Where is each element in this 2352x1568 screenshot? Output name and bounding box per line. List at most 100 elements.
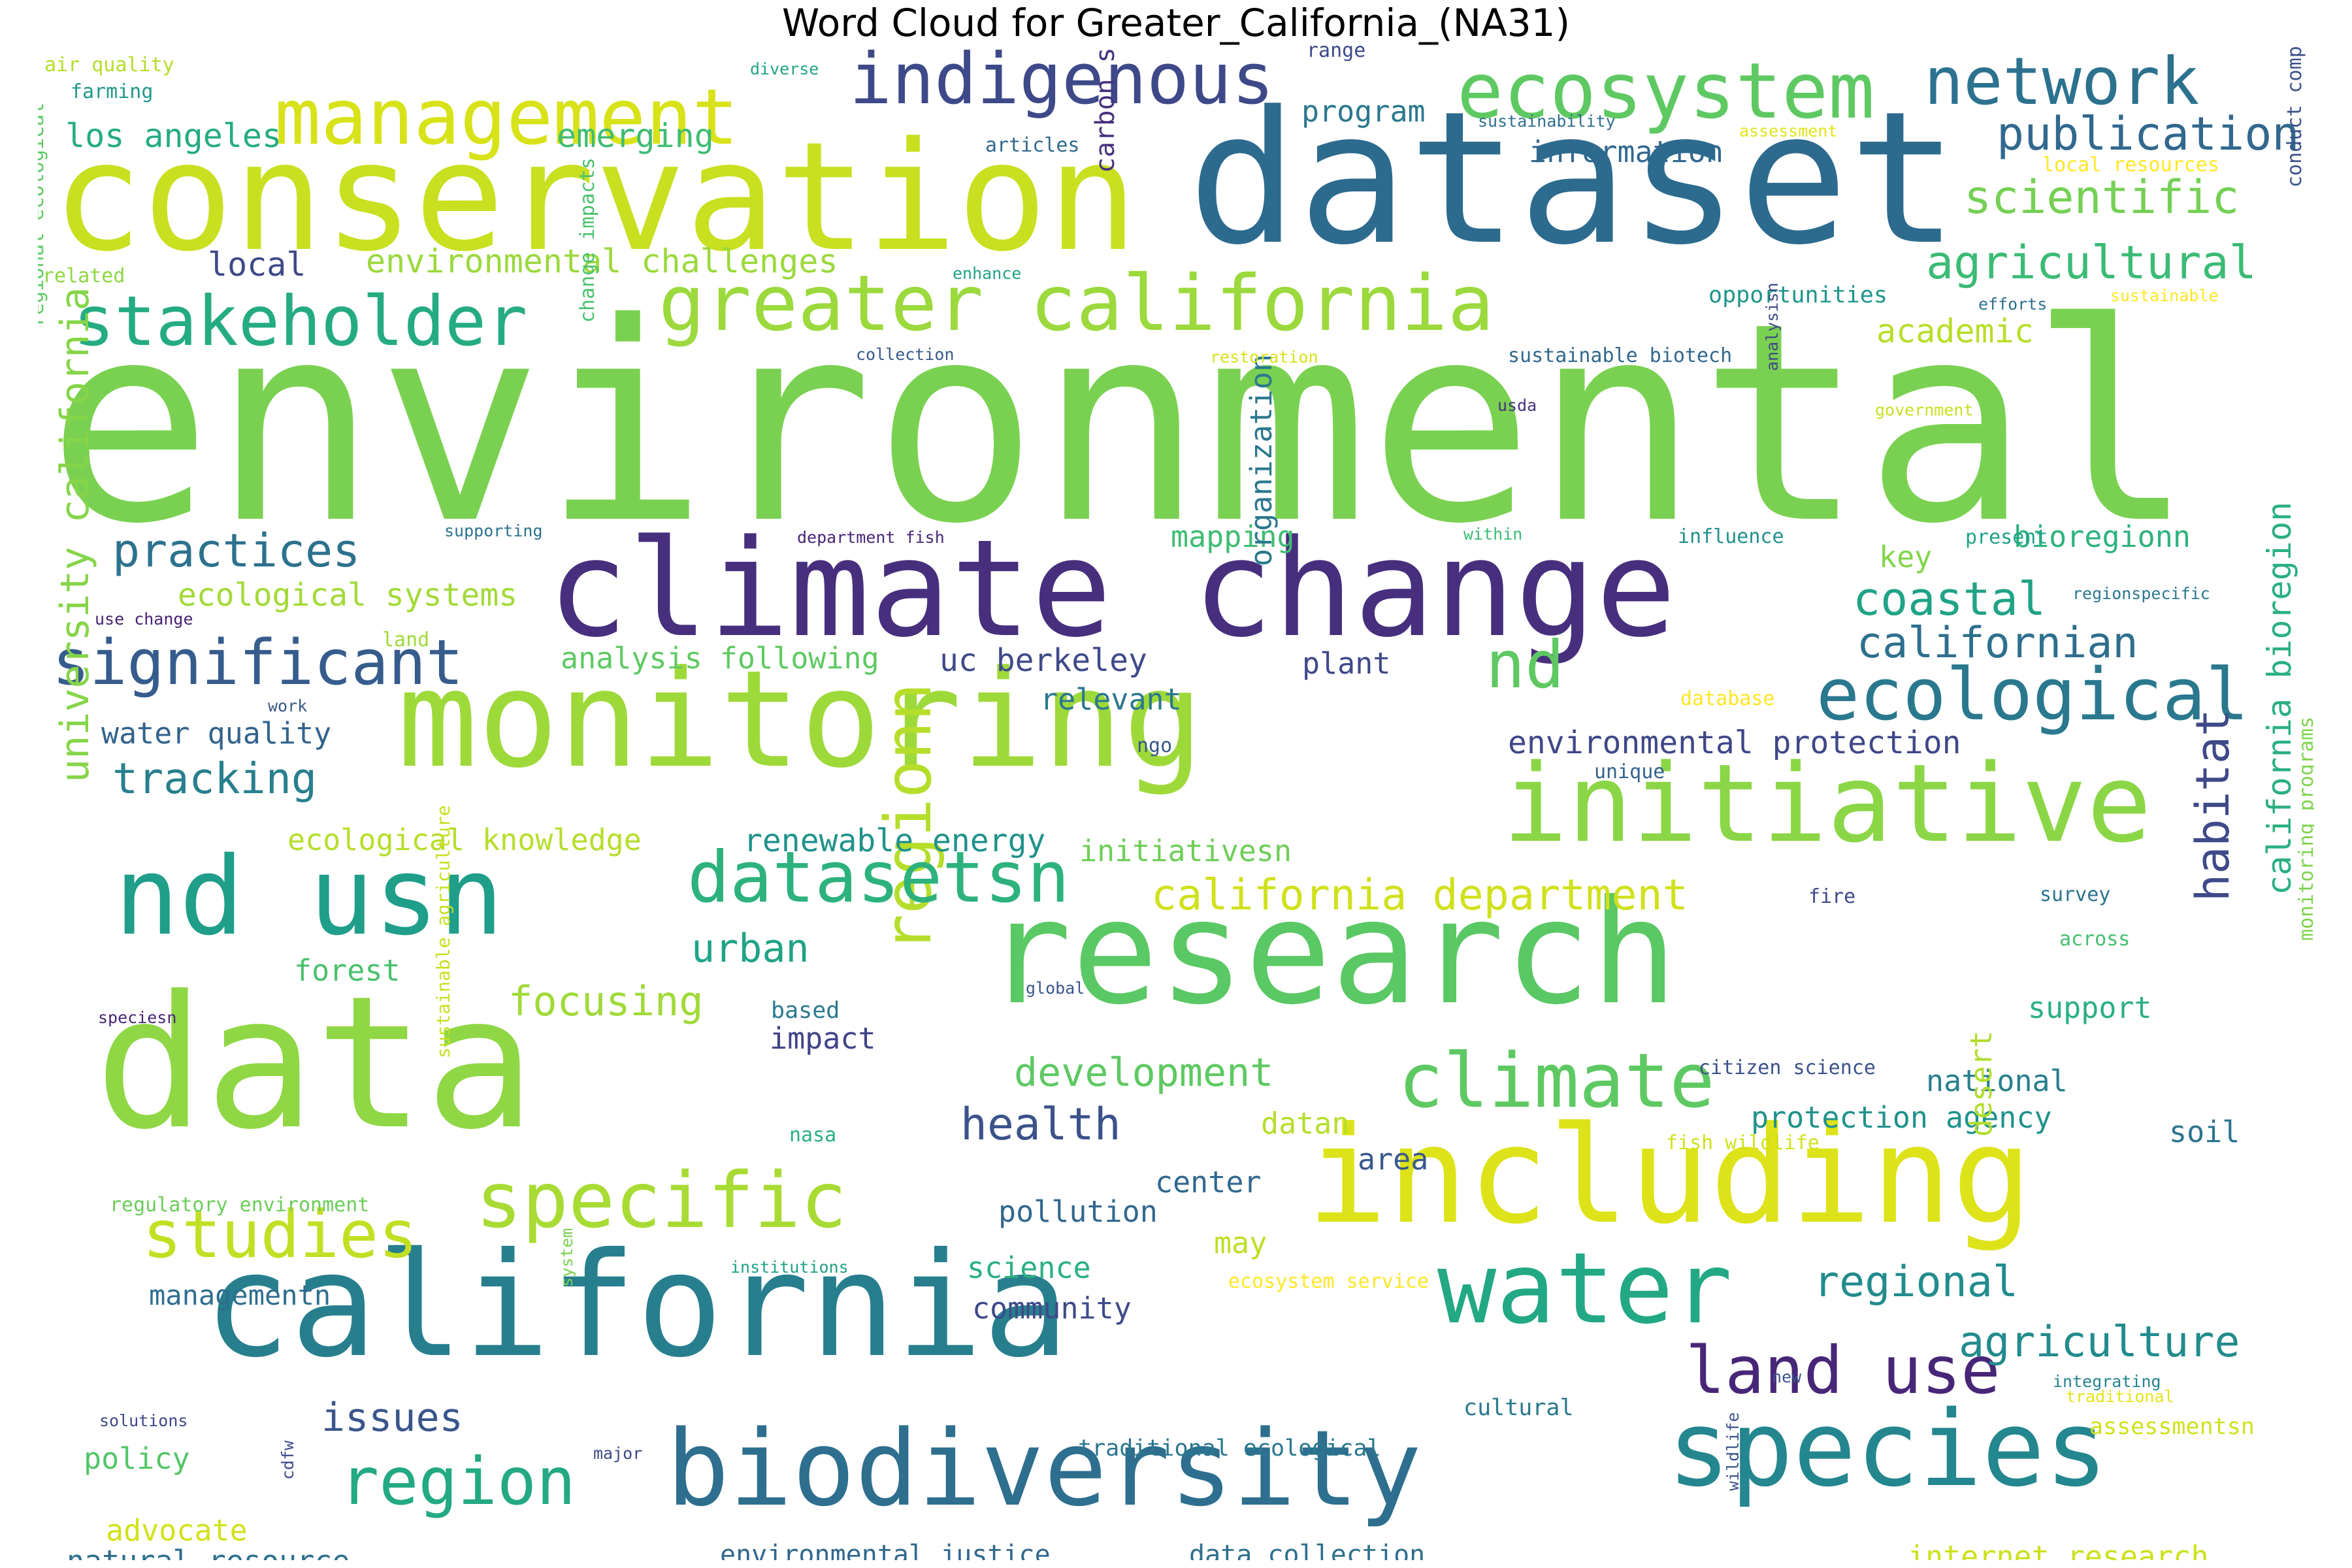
word-climate: climate xyxy=(1398,1037,1715,1125)
word-california: california xyxy=(204,1222,1070,1389)
word-efforts: efforts xyxy=(1978,295,2048,314)
word-diverse: diverse xyxy=(750,59,819,78)
word-enhance: enhance xyxy=(953,264,1022,283)
word-department-fish: department fish xyxy=(797,528,945,547)
word-ecosystem-service: ecosystem service xyxy=(1228,1270,1429,1293)
word-ecological: ecological xyxy=(1816,653,2249,736)
word-california-department: california department xyxy=(1151,871,1688,920)
word-significant: significant xyxy=(52,627,464,699)
word-sustainable-biotech: sustainable biotech xyxy=(1508,344,1733,367)
word-dataset: dataset xyxy=(1188,73,1959,286)
word-soil: soil xyxy=(2169,1115,2240,1149)
word-health: health xyxy=(960,1099,1121,1151)
word-influence: influence xyxy=(1678,525,1784,548)
word-cloud: environmental dataset conservation climate … xyxy=(38,46,2314,1560)
word-articles: articles xyxy=(985,134,1080,157)
word-data-collection: data collection xyxy=(1189,1540,1426,1560)
word-habitat: habitat xyxy=(2186,708,2240,902)
word-advocate: advocate xyxy=(106,1513,248,1548)
word-emerging: emerging xyxy=(557,117,714,155)
word-regionspecific: regionspecific xyxy=(2072,584,2210,603)
word-sustainable-agriculture: sustainable agriculture xyxy=(433,805,454,1058)
word-ecosystem: ecosystem xyxy=(1457,46,1875,136)
word-biodiversity: biodiversity xyxy=(666,1407,1422,1529)
word-renewable-energy: renewable energy xyxy=(743,823,1046,859)
word-internet-research: internet research xyxy=(1908,1539,2209,1560)
word-collection: collection xyxy=(856,345,955,364)
word-local: local xyxy=(208,246,306,284)
word-relevant: relevant xyxy=(1040,682,1182,717)
word-impact: impact xyxy=(770,1021,876,1056)
word-publication: publication xyxy=(1997,107,2300,161)
word-sustainability: sustainability xyxy=(1478,112,1616,131)
word-monitoring-programs: monitoring programs xyxy=(2295,716,2314,941)
word-monitoring: monitoring xyxy=(397,642,1204,798)
word-analysisn: analysisn xyxy=(1763,282,1782,371)
word-water-quality: water quality xyxy=(101,716,332,751)
word-los-angeles: los angeles xyxy=(65,117,282,155)
word-national: national xyxy=(1926,1064,2068,1098)
word-across: across xyxy=(2059,928,2131,951)
word-tracking: tracking xyxy=(112,755,318,804)
word-research: research xyxy=(985,869,1678,1036)
word-stakeholder: stakeholder xyxy=(73,282,528,361)
word-based: based xyxy=(771,998,840,1024)
word-regional-ecological: regional ecological xyxy=(38,102,48,327)
word-traditional: traditional xyxy=(2066,1387,2174,1406)
word-information: information xyxy=(1529,135,1724,169)
word-initiativesn: initiativesn xyxy=(1079,834,1292,868)
word-studies: studies xyxy=(142,1196,418,1273)
word-data: data xyxy=(95,957,536,1170)
word-analysis-following: analysis following xyxy=(561,641,879,676)
word-issues: issues xyxy=(321,1395,463,1441)
word-wildlife: wildlife xyxy=(1723,1412,1742,1491)
word-ecological-systems: ecological systems xyxy=(178,577,518,613)
word-government: government xyxy=(1875,400,1974,419)
word-fire: fire xyxy=(1808,885,1856,908)
word-ecological-knowledge: ecological knowledge xyxy=(287,823,642,857)
word-uc-berkeley: uc berkeley xyxy=(939,642,1147,679)
word-supporting: supporting xyxy=(444,521,543,540)
word-area: area xyxy=(1358,1142,1429,1177)
word-greater-california: greater california xyxy=(659,258,1494,348)
word-organization: organization xyxy=(1244,353,1279,566)
word-center: center xyxy=(1155,1165,1262,1200)
word-californian: californian xyxy=(1857,619,2138,668)
word-natural-resource: natural resource xyxy=(67,1546,350,1560)
word-water: water xyxy=(1437,1232,1733,1346)
word-indigenous: indigenous xyxy=(849,46,1275,120)
word-network: network xyxy=(1924,46,2200,120)
word-ngo: ngo xyxy=(1137,734,1173,757)
word-specific: specific xyxy=(476,1155,847,1245)
word-regional: regional xyxy=(1814,1258,2019,1307)
word-science: science xyxy=(967,1250,1091,1285)
word-including: including xyxy=(1307,1098,2033,1254)
word-use-change: use change xyxy=(95,610,193,629)
word-conservation: conservation xyxy=(52,110,1138,285)
word-related: related xyxy=(42,265,125,287)
word-support: support xyxy=(2028,990,2152,1025)
word-fish-wildlife: fish wildlife xyxy=(1666,1132,1820,1154)
word-restoration: restoration xyxy=(1210,348,1318,367)
word-datan: datan xyxy=(1261,1106,1350,1141)
word-environmental-protection: environmental protection xyxy=(1508,725,1961,761)
word-integrating: integrating xyxy=(2053,1372,2161,1391)
word-farming: farming xyxy=(71,80,154,103)
word-survey: survey xyxy=(2040,883,2111,906)
word-plant: plant xyxy=(1302,646,1391,681)
word-unique: unique xyxy=(1594,760,1665,783)
word-local-resources: local resources xyxy=(2042,154,2219,176)
word-managementn: managementn xyxy=(149,1279,331,1311)
word-mapping: mapping xyxy=(1171,519,1295,554)
word-land: land xyxy=(382,629,430,651)
word-environmental-justice: environmental justice xyxy=(720,1540,1051,1560)
word-university-california: university california xyxy=(52,287,98,783)
word-assessment: assessment xyxy=(1739,122,1838,140)
word-species: species xyxy=(1667,1388,2108,1510)
word-conduct-comprehensive: conduct comprehensive xyxy=(2283,46,2306,188)
word-california-bioregion: california bioregion xyxy=(2261,501,2298,895)
word-pollution: pollution xyxy=(998,1194,1158,1229)
word-cultural: cultural xyxy=(1463,1395,1574,1421)
word-bioregionn: bioregionn xyxy=(2014,519,2191,554)
word-datasetsn: datasetsn xyxy=(687,837,1070,919)
